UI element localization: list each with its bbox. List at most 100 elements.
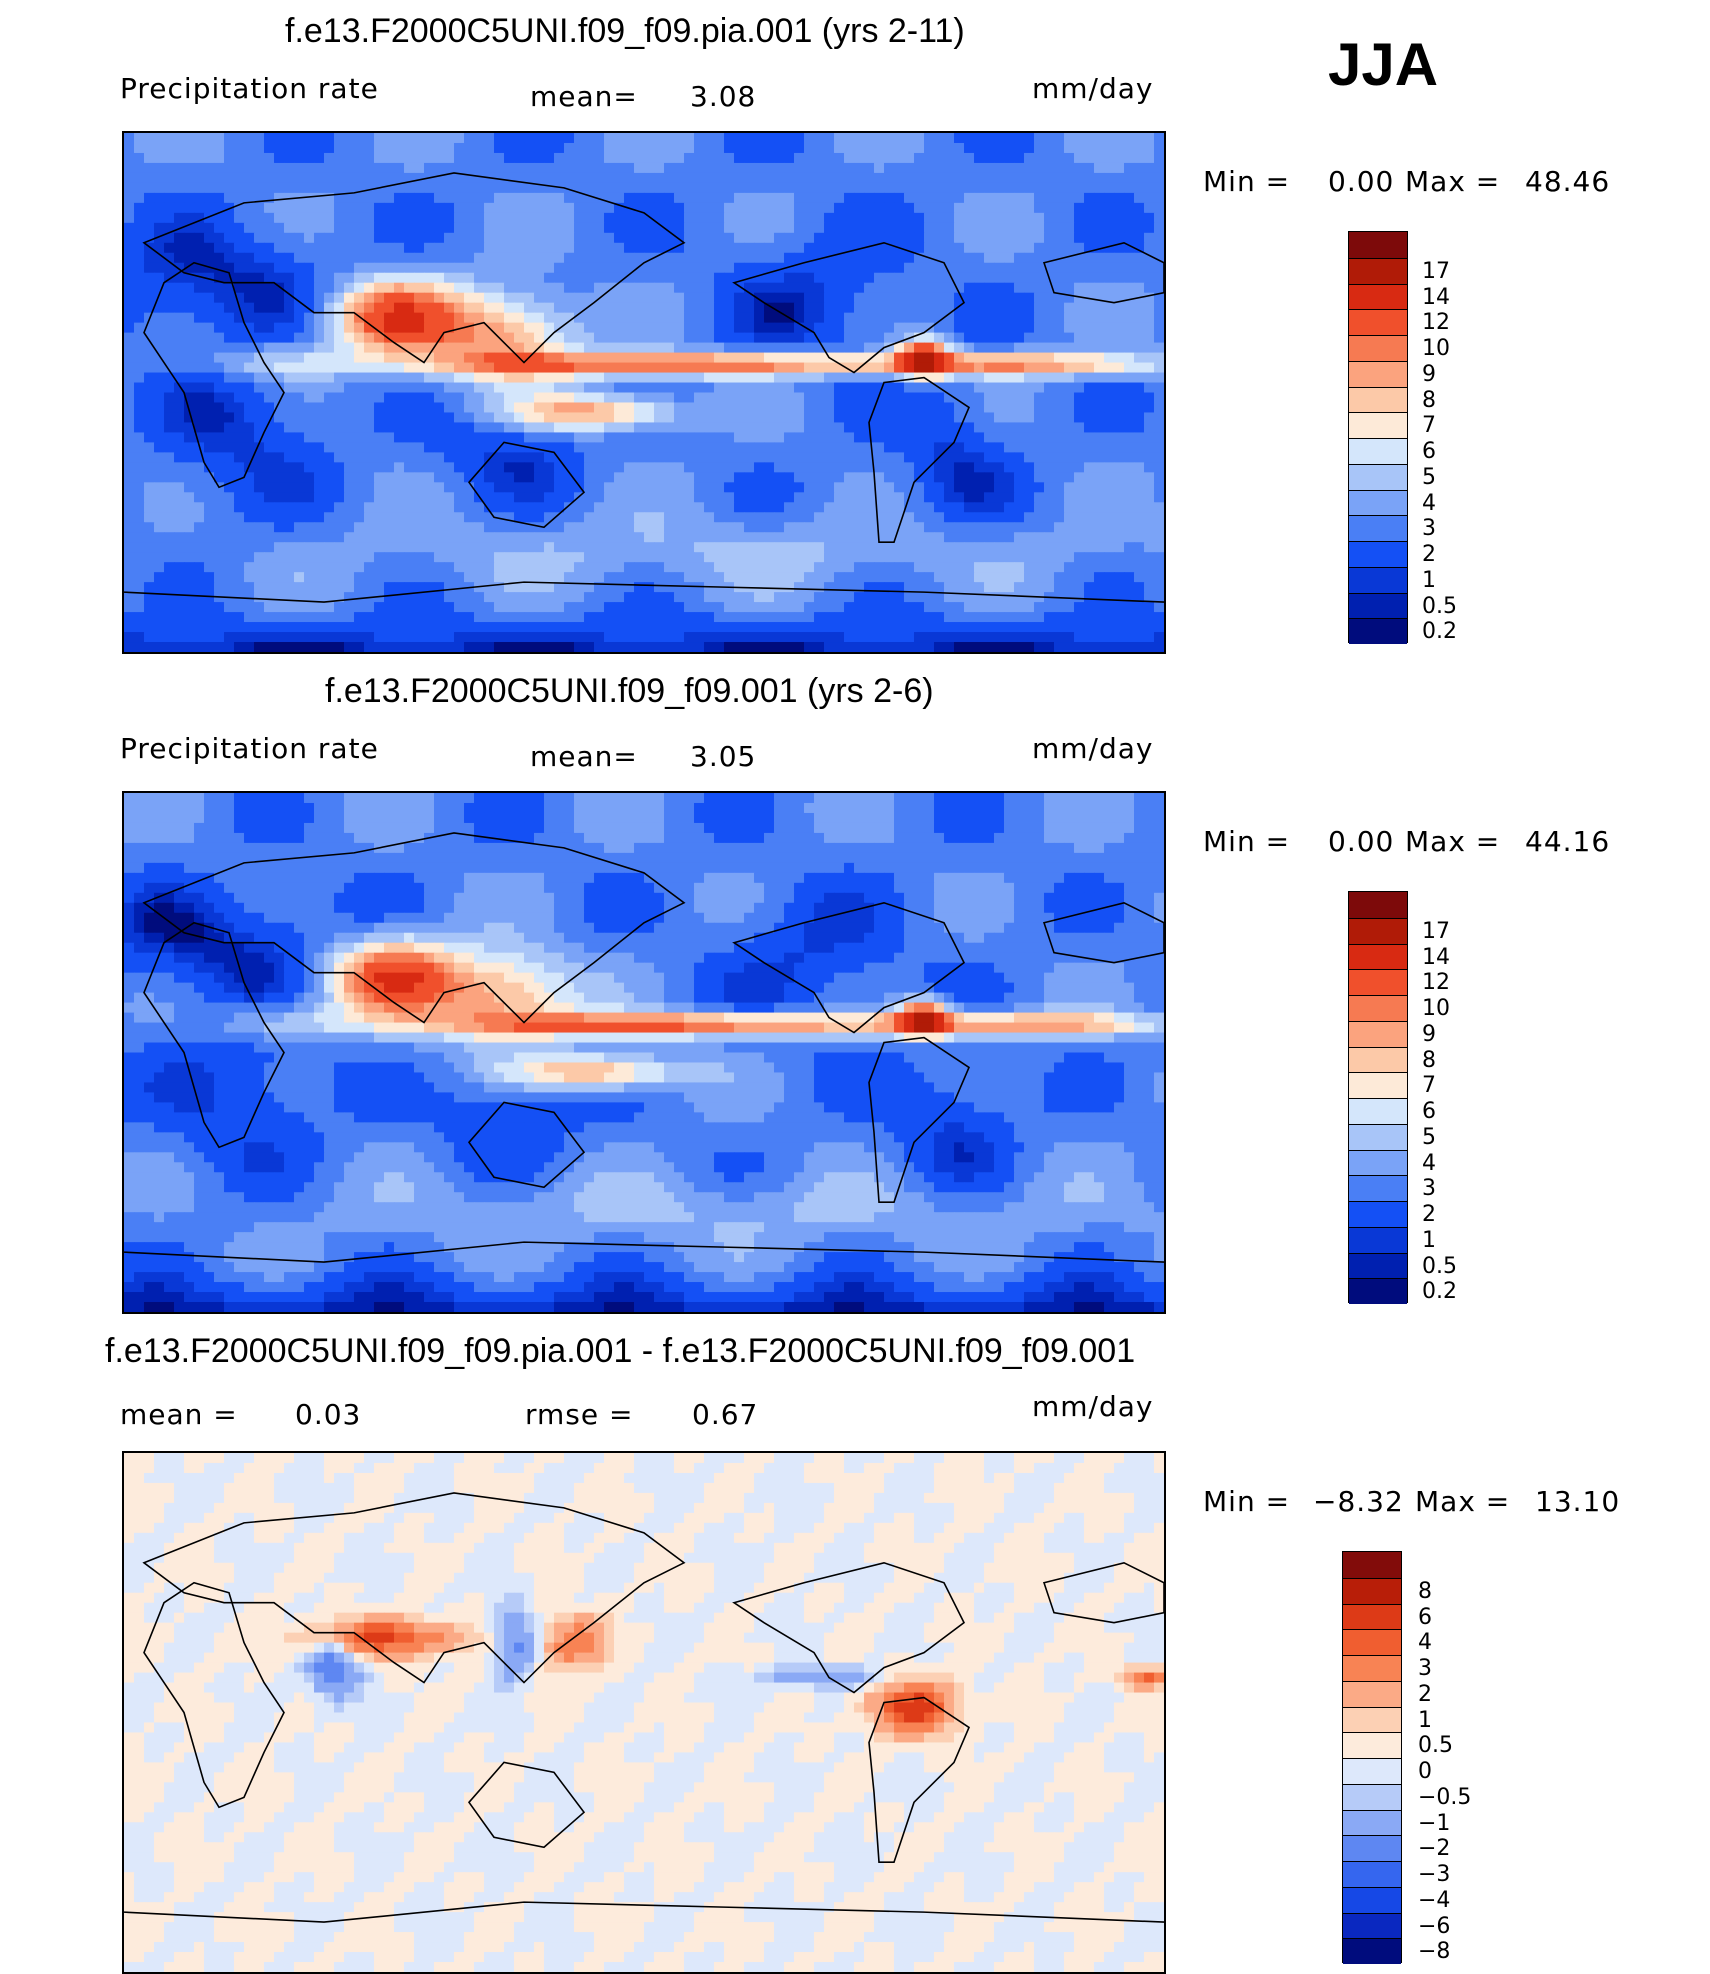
- field-cell: [584, 142, 595, 154]
- field-cell: [634, 312, 645, 324]
- field-cell: [324, 172, 335, 184]
- field-cell: [424, 522, 435, 533]
- field-cell: [814, 602, 825, 613]
- field-cell: [144, 212, 155, 224]
- field-cell: [1034, 452, 1045, 463]
- field-cell: [254, 492, 265, 503]
- field-cell: [404, 272, 415, 284]
- field-cell: [294, 402, 305, 414]
- field-cell: [134, 182, 145, 194]
- field-cell: [594, 542, 605, 553]
- field-cell: [774, 452, 785, 463]
- field-cell: [1114, 572, 1125, 583]
- field-cell: [224, 602, 235, 613]
- field-cell: [544, 372, 555, 384]
- field-cell: [824, 242, 835, 254]
- field-cell: [284, 362, 295, 374]
- field-cell: [1094, 252, 1105, 264]
- field-cell: [484, 133, 495, 144]
- field-cell: [1054, 532, 1065, 543]
- field-cell: [1044, 342, 1055, 354]
- field-cell: [644, 402, 655, 414]
- field-cell: [154, 302, 165, 314]
- field-cell: [564, 572, 575, 583]
- field-cell: [1114, 302, 1125, 314]
- field-cell: [314, 362, 325, 374]
- field-cell: [304, 222, 315, 234]
- field-cell: [1124, 412, 1135, 424]
- field-cell: [124, 572, 135, 583]
- field-cell: [514, 222, 525, 234]
- field-cell: [964, 222, 975, 234]
- field-cell: [484, 422, 495, 434]
- field-cell: [734, 302, 745, 314]
- field-cell: [984, 462, 995, 473]
- field-cell: [414, 332, 425, 344]
- field-cell: [644, 462, 655, 473]
- field-cell: [344, 142, 355, 154]
- field-cell: [224, 242, 235, 254]
- field-cell: [894, 562, 905, 573]
- field-cell: [714, 152, 725, 164]
- field-cell: [454, 352, 465, 364]
- field-cell: [214, 272, 225, 284]
- field-cell: [554, 342, 565, 354]
- field-cell: [824, 532, 835, 543]
- field-cell: [1134, 422, 1145, 434]
- field-cell: [524, 602, 535, 613]
- field-cell: [984, 432, 995, 444]
- field-cell: [964, 382, 975, 394]
- field-cell: [874, 592, 885, 603]
- field-cell: [1084, 392, 1095, 404]
- field-cell: [774, 342, 785, 354]
- field-cell: [214, 162, 225, 174]
- field-cell: [914, 202, 925, 214]
- field-cell: [1054, 332, 1065, 344]
- field-cell: [504, 502, 515, 513]
- field-cell: [574, 452, 585, 463]
- field-cell: [274, 152, 285, 164]
- field-cell: [634, 212, 645, 224]
- field-cell: [584, 322, 595, 334]
- field-cell: [824, 492, 835, 503]
- field-cell: [204, 312, 215, 324]
- field-cell: [164, 502, 175, 513]
- field-cell: [484, 462, 495, 473]
- field-cell: [544, 582, 555, 593]
- field-cell: [934, 252, 945, 264]
- field-cell: [1054, 582, 1065, 593]
- field-cell: [504, 412, 515, 424]
- field-cell: [344, 492, 355, 503]
- field-cell: [1144, 532, 1155, 543]
- field-cell: [124, 392, 135, 404]
- field-cell: [594, 412, 605, 424]
- field-cell: [1094, 272, 1105, 284]
- field-cell: [864, 402, 875, 414]
- field-cell: [754, 412, 765, 424]
- field-cell: [1144, 562, 1155, 573]
- field-cell: [364, 462, 375, 473]
- field-cell: [384, 202, 395, 214]
- field-cell: [974, 162, 985, 174]
- field-cell: [174, 302, 185, 314]
- field-cell: [494, 522, 505, 533]
- field-cell: [134, 172, 145, 184]
- field-cell: [884, 562, 895, 573]
- field-cell: [934, 292, 945, 304]
- field-cell: [314, 352, 325, 364]
- field-cell: [734, 182, 745, 194]
- field-cell: [764, 252, 775, 264]
- field-cell: [174, 242, 185, 254]
- field-cell: [854, 332, 865, 344]
- field-cell: [1124, 532, 1135, 543]
- field-cell: [1124, 432, 1135, 444]
- field-cell: [864, 392, 875, 404]
- field-cell: [534, 412, 545, 424]
- field-cell: [184, 492, 195, 503]
- field-cell: [824, 412, 835, 424]
- field-cell: [654, 202, 665, 214]
- field-cell: [614, 562, 625, 573]
- field-cell: [634, 492, 645, 503]
- field-cell: [214, 172, 225, 184]
- field-cell: [764, 232, 775, 244]
